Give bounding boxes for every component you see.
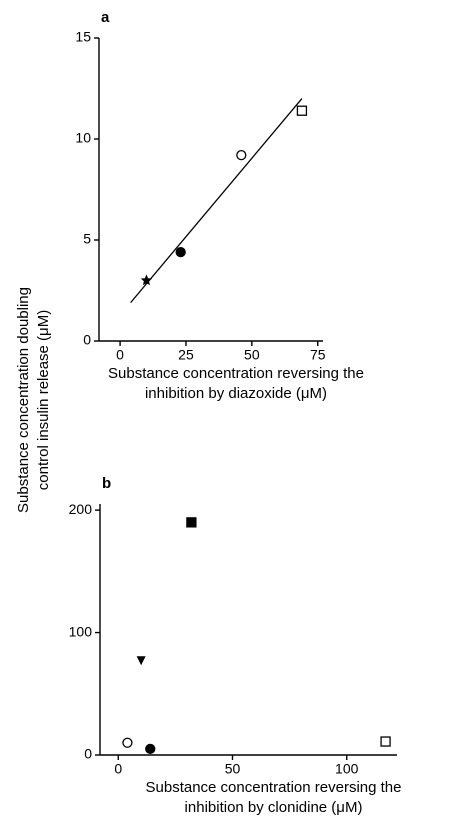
- x-axis-title: Substance concentration reversing the: [108, 365, 364, 382]
- x-axis-title: inhibition by clonidine (μM): [185, 799, 363, 816]
- fit-line: [130, 98, 303, 304]
- y-tick-label: 10: [75, 130, 91, 146]
- x-tick-label: 75: [310, 347, 326, 363]
- point: [380, 736, 391, 747]
- x-tick-label: 0: [116, 347, 124, 363]
- point: [140, 274, 153, 286]
- x-tick-label: 25: [178, 347, 194, 363]
- panel-label: b: [102, 475, 111, 492]
- y-tick-label: 100: [69, 623, 93, 639]
- panel-label: a: [101, 9, 110, 26]
- x-tick-label: 50: [244, 347, 260, 363]
- point: [122, 737, 133, 748]
- point: [236, 150, 247, 161]
- point: [186, 517, 197, 528]
- point: [136, 656, 146, 666]
- y-tick-label: 0: [84, 746, 92, 762]
- y-label-line: control insulin release (μM): [35, 310, 52, 490]
- point: [175, 246, 186, 258]
- y-label-line: Substance concentration doubling: [15, 287, 32, 513]
- x-axis-title: inhibition by diazoxide (μM): [145, 385, 327, 402]
- y-tick-label: 0: [83, 332, 91, 348]
- y-tick-label: 5: [83, 231, 91, 247]
- y-tick-label: 200: [69, 501, 93, 517]
- y-axis-title: Substance concentration doubling control…: [15, 287, 52, 513]
- point: [145, 743, 156, 755]
- point: [296, 105, 308, 116]
- y-tick-label: 15: [75, 29, 91, 45]
- x-tick-label: 0: [114, 761, 122, 777]
- x-tick-label: 50: [225, 761, 241, 777]
- x-tick-label: 100: [335, 761, 359, 777]
- x-axis-title: Substance concentration reversing the: [146, 779, 402, 796]
